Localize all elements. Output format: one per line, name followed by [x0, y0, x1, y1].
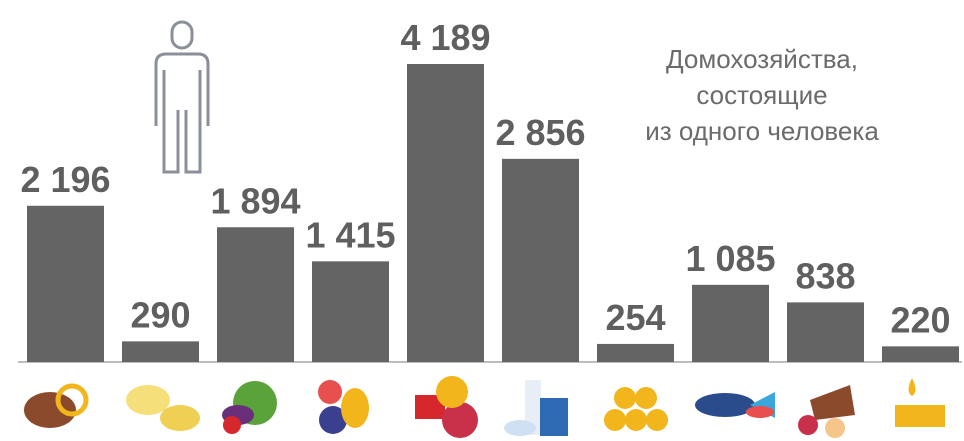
bar [502, 159, 579, 362]
bar [27, 206, 104, 362]
value-label: 4 189 [400, 17, 490, 58]
chart-title: Домохозяйства, [666, 44, 858, 74]
value-label: 838 [795, 255, 855, 296]
bar [597, 344, 674, 362]
value-label: 254 [605, 297, 665, 338]
value-label: 2 196 [20, 159, 110, 200]
bar [122, 341, 199, 362]
chart: Домохозяйства, состоящие из одного человек… [0, 0, 964, 441]
category-icons [24, 376, 945, 438]
bar [882, 346, 959, 362]
page: {"chart_data": {"type": "bar", "title": … [0, 0, 964, 441]
bar [217, 227, 294, 362]
bar [787, 302, 864, 362]
bar [312, 261, 389, 362]
bar [692, 285, 769, 362]
value-label: 1 894 [210, 180, 300, 221]
value-label: 290 [130, 294, 190, 335]
value-label: 1 415 [305, 214, 395, 255]
value-label: 220 [890, 299, 950, 340]
value-label: 1 085 [685, 238, 775, 279]
chart-title: состоящие [696, 80, 827, 110]
bar [407, 64, 484, 362]
person-icon [156, 22, 208, 172]
value-label: 2 856 [495, 112, 585, 153]
chart-title: из одного человека [645, 116, 879, 146]
